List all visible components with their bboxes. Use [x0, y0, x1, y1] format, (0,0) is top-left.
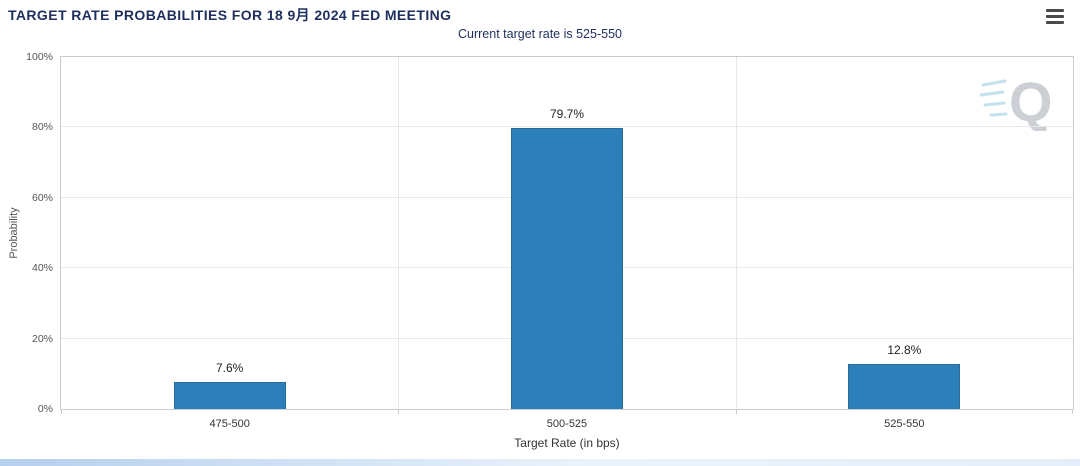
x-axis-tick: [61, 409, 62, 414]
x-axis-tick: [398, 409, 400, 414]
y-tick-label: 40%: [31, 262, 53, 275]
x-axis-tick: [735, 409, 737, 414]
plot-area: Q Target Rate (in bps) 0% 20% 40% 60% 80% 100…: [26, 51, 1074, 450]
watermark-letter: Q: [1009, 70, 1053, 131]
gridline-vertical: [735, 57, 737, 409]
y-tick-label: 100%: [26, 51, 53, 63]
y-tick-label: 60%: [31, 191, 53, 204]
bar-475-500[interactable]: [173, 382, 286, 409]
y-tick-label: 0%: [37, 403, 53, 415]
x-category-label: 525-550: [884, 418, 925, 430]
x-category-label: 500-525: [546, 418, 588, 430]
bottom-blue-gradient: [0, 459, 1080, 466]
bar-value-label: 7.6%: [215, 361, 244, 376]
x-axis-tick: [1072, 409, 1073, 414]
x-category-label: 475-500: [209, 418, 250, 430]
y-tick-label: 20%: [31, 332, 53, 345]
chart-subtitle: Current target rate is 525-550: [458, 27, 622, 41]
gridline-vertical: [398, 57, 400, 409]
chart-title: TARGET RATE PROBABILITIES FOR 18 9月 2024…: [8, 7, 452, 23]
bar-525-550[interactable]: [848, 363, 961, 409]
quikstrike-watermark-q-logo: Q: [979, 69, 1057, 136]
bar-value-label: 12.8%: [887, 342, 922, 357]
bar-500-525[interactable]: [511, 128, 623, 409]
x-axis-title: Target Rate (in bps): [514, 436, 620, 450]
hamburger-menu-icon[interactable]: [1046, 9, 1064, 24]
y-tick-label: 80%: [31, 121, 53, 134]
y-axis-title: Probability: [8, 207, 20, 259]
bar-value-label: 79.7%: [549, 107, 585, 122]
gridline-horizontal: [61, 126, 1073, 128]
